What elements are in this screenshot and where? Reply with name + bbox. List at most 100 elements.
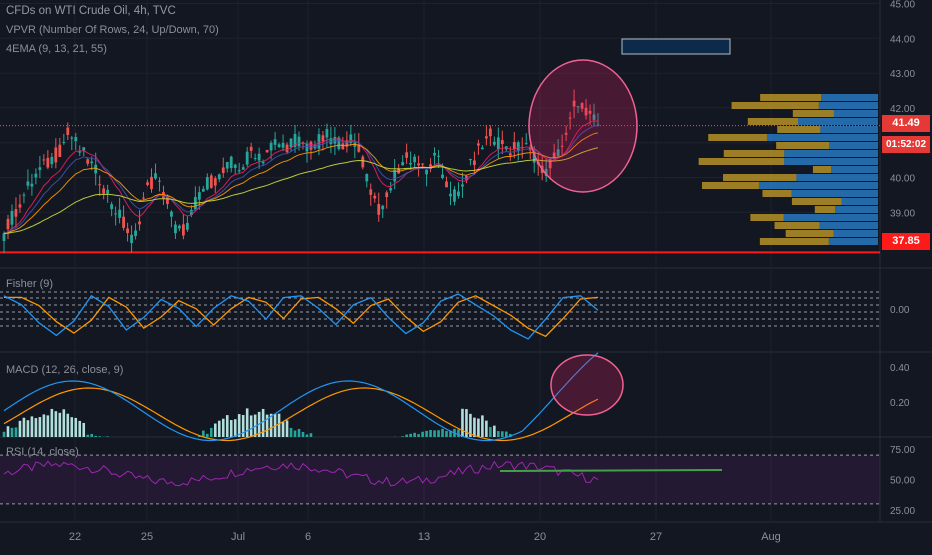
macd-histogram-bar	[31, 416, 34, 437]
volume-profile-bar-down	[724, 150, 785, 157]
macd-histogram-bar	[501, 431, 504, 437]
macd-legend[interactable]: MACD (12, 26, close, 9)	[6, 364, 123, 376]
candle-body	[489, 129, 492, 137]
candle-body	[469, 159, 472, 160]
macd-y-tick: 0.20	[890, 398, 910, 409]
macd-histogram-bar	[214, 424, 217, 437]
candle-body	[134, 231, 137, 237]
volume-profile-bar-up	[819, 222, 878, 229]
macd-histogram-bar	[78, 421, 81, 437]
candle-body	[114, 213, 117, 214]
macd-histogram-bar	[278, 414, 281, 437]
volume-profile-bar-up	[842, 198, 878, 205]
rsi-legend[interactable]: RSI (14, close)	[6, 446, 79, 458]
y-tick-label: 45.00	[890, 0, 915, 10]
volume-profile-bar-down	[748, 118, 798, 125]
candle-body	[58, 145, 61, 157]
candle-body	[369, 189, 372, 194]
candle-body	[453, 189, 456, 201]
macd-highlight-ellipse	[551, 355, 623, 415]
candle-body	[377, 204, 380, 215]
candle-body	[42, 159, 45, 160]
volume-profile-bar-up	[767, 134, 878, 141]
target-zone-box	[622, 39, 730, 54]
macd-histogram-bar	[206, 434, 209, 437]
candle-body	[11, 211, 14, 225]
macd-histogram-bar	[11, 428, 14, 437]
volume-profile-bar-up	[784, 158, 878, 165]
candle-body	[385, 192, 388, 197]
candle-body	[31, 184, 34, 187]
macd-histogram-bar	[433, 430, 436, 437]
candle-body	[509, 153, 512, 155]
macd-histogram-bar	[35, 418, 38, 437]
volume-profile-bar-down	[786, 230, 834, 237]
volume-profile-bar-down	[699, 158, 784, 165]
macd-histogram-bar	[106, 436, 109, 437]
fisher-trigger-line	[4, 296, 598, 337]
macd-histogram-bar	[417, 434, 420, 437]
candle-body	[222, 167, 225, 172]
candle-body	[234, 165, 237, 168]
candle-body	[214, 178, 217, 185]
volume-profile-bar-down	[776, 142, 829, 149]
macd-signal-line	[4, 388, 598, 441]
candle-body	[230, 157, 233, 168]
vpvr-legend[interactable]: VPVR (Number Of Rows, 24, Up/Down, 70)	[6, 24, 219, 36]
candle-body	[286, 145, 289, 153]
ema-line	[4, 126, 598, 234]
candle-body	[70, 138, 73, 139]
volume-profile-bar-up	[829, 238, 878, 245]
macd-histogram-bar	[246, 408, 249, 437]
fisher-y-tick: 0.00	[890, 305, 910, 316]
candle-body	[274, 139, 277, 145]
macd-histogram-bar	[43, 414, 46, 437]
candle-body	[146, 182, 149, 185]
candle-body	[106, 190, 109, 194]
macd-histogram-bar	[306, 434, 309, 437]
candle-body	[298, 137, 301, 147]
macd-histogram-bar	[425, 431, 428, 437]
candle-body	[282, 143, 285, 148]
candle-body	[266, 150, 269, 152]
candle-body	[401, 162, 404, 165]
macd-histogram-bar	[493, 426, 496, 437]
candle-body	[258, 154, 261, 161]
volume-profile-bar-up	[834, 110, 878, 117]
candle-body	[182, 224, 185, 235]
candle-body	[218, 174, 221, 179]
rsi-y-tick: 25.00	[890, 506, 915, 517]
macd-histogram-bar	[94, 436, 97, 437]
volume-profile-bar-down	[815, 206, 835, 213]
candle-body	[525, 143, 528, 144]
candle-body	[206, 177, 209, 189]
candle-body	[198, 192, 201, 200]
candle-body	[250, 147, 253, 151]
volume-profile-bar-down	[750, 214, 783, 221]
candle-body	[318, 134, 321, 149]
candle-body	[178, 226, 181, 229]
candle-body	[425, 170, 428, 175]
volume-profile-bar-down	[723, 174, 796, 181]
candle-body	[310, 142, 313, 150]
candle-body	[66, 128, 69, 135]
candle-body	[254, 158, 257, 159]
candle-body	[130, 235, 133, 243]
candle-body	[493, 142, 496, 145]
macd-histogram-bar	[286, 420, 289, 437]
y-tick-label: 40.00	[890, 174, 915, 185]
candle-body	[322, 135, 325, 141]
candle-body	[74, 137, 77, 141]
volume-profile-bar-up	[819, 102, 878, 109]
fisher-legend[interactable]: Fisher (9)	[6, 278, 53, 290]
macd-histogram-bar	[51, 409, 54, 437]
candle-body	[278, 144, 281, 147]
candle-body	[154, 173, 157, 178]
ema-legend[interactable]: 4EMA (9, 13, 21, 55)	[6, 43, 107, 55]
volume-profile-bar-down	[813, 166, 831, 173]
volume-profile-bar-down	[732, 102, 819, 109]
candle-body	[38, 167, 41, 170]
x-tick-label: 6	[305, 531, 311, 543]
